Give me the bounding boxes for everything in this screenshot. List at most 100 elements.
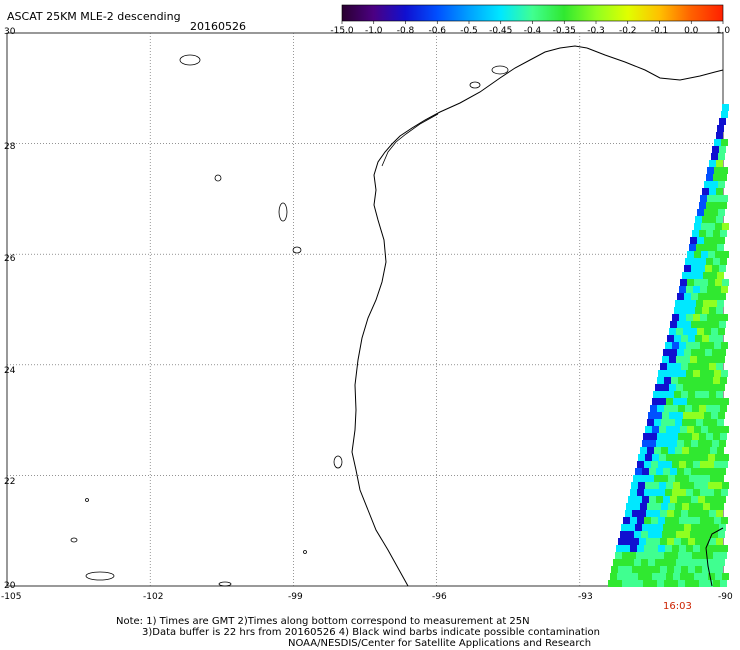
- swath-cell: [658, 461, 665, 468]
- swath-cell: [721, 167, 728, 174]
- swath-cell: [718, 153, 725, 160]
- swath-cell: [685, 258, 692, 265]
- swath-cell: [699, 552, 706, 559]
- swath-cell: [720, 552, 727, 559]
- swath-cell: [663, 468, 670, 475]
- swath-cell: [686, 517, 693, 524]
- swath-cell: [709, 188, 716, 195]
- swath-cell: [655, 531, 662, 538]
- swath-cell: [719, 468, 726, 475]
- swath-cell: [703, 503, 710, 510]
- swath-cell: [720, 405, 727, 412]
- colorbar-label: -0.5: [460, 26, 478, 36]
- swath-cell: [620, 559, 627, 566]
- swath-cell: [625, 510, 632, 517]
- swath-cell: [698, 321, 705, 328]
- swath-cell: [645, 426, 652, 433]
- colorbar-label: -0.35: [553, 26, 576, 36]
- swath-cell: [680, 279, 687, 286]
- swath-cell: [697, 384, 704, 391]
- swath-cell: [684, 293, 691, 300]
- swath-cell: [694, 251, 701, 258]
- swath-cell: [661, 503, 668, 510]
- swath-cell: [720, 174, 727, 181]
- swath-cell: [699, 433, 706, 440]
- swath-cell: [716, 510, 723, 517]
- product-date: 20160526: [190, 20, 246, 33]
- swath-cell: [665, 545, 672, 552]
- swath-cell: [689, 447, 696, 454]
- swath-cell: [660, 510, 667, 517]
- swath-cell: [716, 566, 723, 573]
- swath-cell: [701, 398, 708, 405]
- swath-cell: [688, 363, 695, 370]
- swath-cell: [659, 454, 666, 461]
- swath-cell: [650, 433, 657, 440]
- swath-cell: [708, 398, 715, 405]
- swath-cell: [712, 468, 719, 475]
- swath-cell: [699, 258, 706, 265]
- swath-cell: [695, 335, 702, 342]
- swath-cell: [687, 454, 694, 461]
- swath-cell: [608, 580, 615, 587]
- swath-cell: [678, 405, 685, 412]
- swath-cell: [649, 496, 656, 503]
- swath-cell: [718, 559, 725, 566]
- swath-cell: [695, 216, 702, 223]
- swath-cell: [639, 566, 646, 573]
- swath-cell: [688, 566, 695, 573]
- swath-cell: [677, 349, 684, 356]
- swath-cell: [693, 489, 700, 496]
- swath-cell: [714, 370, 721, 377]
- swath-cell: [625, 538, 632, 545]
- swath-cell: [706, 258, 713, 265]
- swath-cell: [672, 314, 679, 321]
- swath-cell: [720, 230, 727, 237]
- barrier-island: [381, 113, 439, 167]
- swath-cell: [707, 167, 714, 174]
- island-outline: [85, 571, 115, 581]
- swath-cell: [675, 503, 682, 510]
- swath-cell: [691, 293, 698, 300]
- swath-cell: [656, 468, 663, 475]
- swath-cell: [709, 216, 716, 223]
- swath-cell: [706, 230, 713, 237]
- swath-cell: [690, 531, 697, 538]
- swath-cell: [642, 440, 649, 447]
- swath-cell: [683, 328, 690, 335]
- swath-cell: [679, 545, 686, 552]
- swath-cell: [652, 398, 659, 405]
- lon-label-102: -102: [143, 592, 164, 602]
- swath-cell: [676, 384, 683, 391]
- swath-cell: [611, 566, 618, 573]
- swath-cell: [627, 559, 634, 566]
- colorbar-label: -0.45: [489, 26, 512, 36]
- swath-cell: [718, 328, 725, 335]
- swath-cell: [697, 559, 704, 566]
- swath-cell: [696, 244, 703, 251]
- swath-cell: [720, 258, 727, 265]
- swath-cell: [641, 531, 648, 538]
- swath-cell: [682, 447, 689, 454]
- swath-cell: [624, 573, 631, 580]
- swath-cell: [697, 209, 704, 216]
- swath-cell: [704, 384, 711, 391]
- swath-cell: [719, 496, 726, 503]
- swath-cell: [681, 307, 688, 314]
- colorbar-label: -0.1: [651, 26, 669, 36]
- colorbar-label: 0.0: [684, 26, 699, 36]
- swath-cell: [643, 552, 650, 559]
- swath-cell: [716, 335, 723, 342]
- swath-cell: [681, 510, 688, 517]
- swath-cell: [692, 552, 699, 559]
- swath-cell: [714, 517, 721, 524]
- swath-cell: [644, 545, 651, 552]
- swath-cell: [704, 531, 711, 538]
- swath-cell: [683, 531, 690, 538]
- swath-cell: [711, 412, 718, 419]
- swath-cell: [671, 377, 678, 384]
- swath-cell: [707, 370, 714, 377]
- swath-cell: [683, 559, 690, 566]
- swath-cell: [642, 496, 649, 503]
- swath-cell: [670, 468, 677, 475]
